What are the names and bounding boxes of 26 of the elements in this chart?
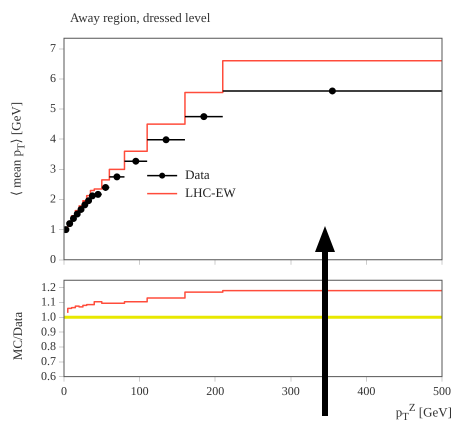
legend-label: LHC-EW [185, 185, 236, 200]
y-axis-title: MC/Data [10, 312, 26, 360]
chart-title: Away region, dressed level [69, 9, 212, 27]
x-tick-label: 0 [61, 384, 67, 398]
y-tick-label: 0.9 [41, 324, 56, 338]
y-tick-label: 0 [50, 252, 56, 266]
x-tick-label: 400 [357, 384, 376, 398]
y-tick-label: 1 [50, 222, 56, 236]
y-tick-label: 2 [50, 192, 56, 206]
x-axis-title: p$_{T}$$^{Z}$ [GeV] [394, 402, 453, 423]
y-tick-label: 0.6 [41, 368, 56, 383]
y-tick-label: 7 [50, 40, 56, 55]
x-tick-label: 300 [282, 384, 300, 398]
y-tick-label: 3 [50, 162, 56, 176]
y-tick-label: 4 [50, 131, 56, 146]
x-tick-label: 500 [433, 384, 451, 398]
x-tick-label: 200 [206, 384, 224, 398]
x-tick-label: 100 [130, 384, 149, 398]
y-tick-label: 5 [50, 101, 56, 116]
y-tick-label: 1.2 [41, 280, 56, 294]
legend-label: Data [185, 167, 210, 182]
y-tick-label: 0.7 [41, 354, 56, 368]
y-tick-label: 0.8 [41, 339, 56, 354]
y-tick-label: 1.1 [41, 294, 56, 309]
y-tick-label: 6 [50, 71, 56, 86]
y-tick-label: 1.0 [41, 309, 56, 324]
